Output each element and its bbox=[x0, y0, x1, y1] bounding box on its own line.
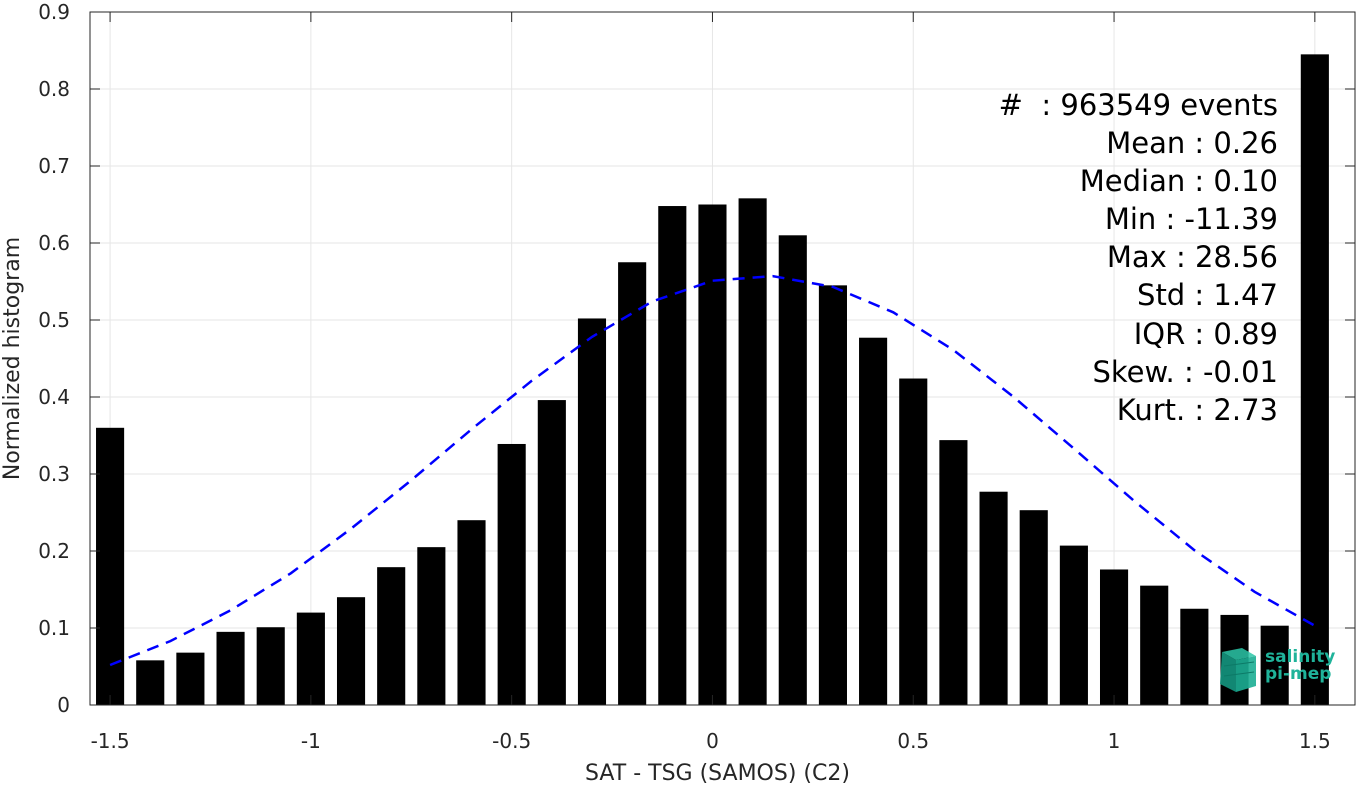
histogram-bar bbox=[417, 547, 446, 705]
y-tick-labels: 0 0.1 0.2 0.3 0.4 0.5 0.6 0.7 0.8 0.9 bbox=[38, 0, 70, 717]
x-tick-label: -0.5 bbox=[492, 729, 531, 753]
histogram-bar bbox=[658, 206, 687, 706]
stat-median: Median : 0.10 bbox=[1079, 164, 1278, 199]
stat-std: Std : 1.47 bbox=[1137, 278, 1278, 313]
logo-cube-icon bbox=[1220, 648, 1256, 692]
histogram-bar bbox=[577, 318, 607, 705]
histogram-bar bbox=[96, 427, 125, 705]
histogram-bar bbox=[1180, 608, 1209, 705]
x-tick-label: 1 bbox=[1108, 729, 1121, 753]
plot-area-border bbox=[89, 11, 1356, 706]
histogram-bar bbox=[1260, 625, 1289, 705]
histogram-bar bbox=[899, 378, 928, 705]
histogram-bar bbox=[1019, 510, 1048, 705]
y-tick-label: 0.1 bbox=[38, 616, 70, 640]
histogram-bar bbox=[698, 204, 727, 705]
histogram-bar bbox=[778, 235, 807, 706]
axis-ticks bbox=[90, 11, 1355, 706]
statistics-box: # : 963549 events Mean : 0.26 Median : 0… bbox=[999, 86, 1278, 429]
histogram-bar bbox=[136, 660, 165, 705]
logo-line-1: salinity bbox=[1265, 647, 1336, 667]
x-tick-label: 1.5 bbox=[1299, 729, 1331, 753]
histogram-bar bbox=[859, 337, 888, 705]
logo-text: salinity pi-mep bbox=[1265, 649, 1335, 683]
y-tick-label: 0.2 bbox=[38, 539, 70, 563]
histogram-bar bbox=[296, 612, 325, 705]
y-tick-label: 0.4 bbox=[38, 385, 70, 409]
x-tick-label: -1 bbox=[301, 729, 321, 753]
histogram-bar bbox=[336, 597, 366, 705]
y-tick-label: 0.5 bbox=[38, 308, 70, 332]
y-axis-label: Normalized histogram bbox=[0, 237, 25, 480]
histogram-bar bbox=[1140, 585, 1169, 705]
histogram-bar bbox=[176, 652, 205, 705]
histogram-bar bbox=[377, 567, 406, 705]
gaussian-fit-line bbox=[109, 274, 1316, 667]
y-tick-label: 0.7 bbox=[38, 154, 70, 178]
y-tick-label: 0 bbox=[57, 693, 70, 717]
histogram-bar bbox=[1059, 545, 1088, 705]
histogram-bar bbox=[979, 491, 1008, 705]
histogram-bar bbox=[457, 520, 486, 705]
y-tick-label: 0.3 bbox=[38, 462, 70, 486]
x-tick-label: 0 bbox=[706, 729, 719, 753]
x-tick-label: -1.5 bbox=[91, 729, 130, 753]
histogram-bar bbox=[1300, 54, 1329, 706]
stat-mean: Mean : 0.26 bbox=[1106, 126, 1278, 161]
histogram-bar bbox=[939, 440, 968, 705]
x-tick-labels: -1.5 -1 -0.5 0 0.5 1 1.5 bbox=[91, 729, 1331, 753]
y-tick-label: 0.6 bbox=[38, 231, 70, 255]
histogram-bar bbox=[497, 443, 526, 705]
logo-line-2: pi-mep bbox=[1265, 664, 1332, 684]
bars bbox=[96, 54, 1329, 706]
y-tick-label: 0.9 bbox=[38, 0, 70, 24]
y-tick-label: 0.8 bbox=[38, 77, 70, 101]
stat-min: Min : -11.39 bbox=[1104, 202, 1278, 237]
histogram-bar bbox=[818, 285, 847, 705]
x-tick-label: 0.5 bbox=[897, 729, 929, 753]
stat-iqr: IQR : 0.89 bbox=[1133, 316, 1278, 351]
salinity-pi-mep-logo: salinity pi-mep bbox=[1216, 646, 1346, 694]
histogram-bar bbox=[256, 627, 285, 705]
stat-events: # : 963549 events bbox=[998, 88, 1278, 122]
histogram-bar bbox=[738, 198, 767, 705]
histogram-bar bbox=[1099, 569, 1129, 705]
histogram-bar bbox=[618, 262, 647, 705]
stat-max: Max : 28.56 bbox=[1106, 240, 1278, 275]
histogram-bar bbox=[216, 631, 245, 705]
histogram-bar bbox=[537, 400, 566, 705]
stat-kurt: Kurt. : 2.73 bbox=[1116, 392, 1278, 427]
stat-skew: Skew. : -0.01 bbox=[1092, 354, 1278, 389]
x-axis-label: SAT - TSG (SAMOS) (C2) bbox=[585, 761, 850, 785]
